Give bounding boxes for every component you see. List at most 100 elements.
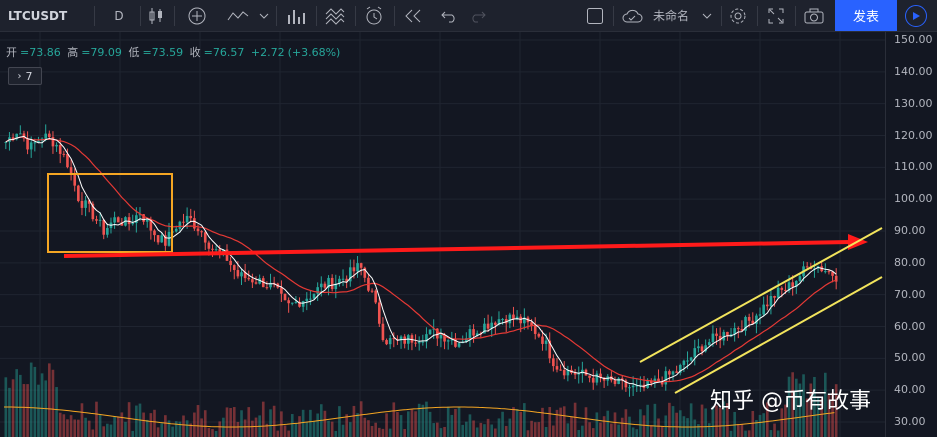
volume-bar — [287, 430, 290, 437]
volume-bar — [254, 417, 258, 437]
candle-body — [359, 263, 363, 268]
volume-bar — [628, 416, 631, 437]
volume-bar — [66, 419, 69, 437]
cloud-icon[interactable] — [620, 0, 644, 31]
volume-bar — [566, 423, 570, 437]
candle-body — [584, 369, 588, 376]
volume-bar — [577, 429, 581, 437]
volume-bar — [225, 407, 229, 437]
candle-body — [334, 283, 338, 290]
interval-button[interactable]: D — [114, 8, 124, 23]
candle-body — [588, 375, 591, 378]
candle-body — [617, 378, 620, 384]
candle-body — [356, 263, 359, 272]
price-tick-label: 150.00 — [894, 33, 933, 46]
candle-body — [399, 336, 403, 341]
volume-bar — [334, 430, 338, 437]
volume-bar — [149, 413, 153, 437]
candle-body — [319, 283, 323, 288]
candle-body — [251, 279, 254, 283]
redo-icon[interactable] — [466, 0, 490, 31]
volume-bar — [153, 409, 156, 437]
play-icon[interactable] — [905, 5, 927, 27]
indicator-templates-icon[interactable] — [322, 0, 348, 31]
add-indicator-icon[interactable] — [185, 0, 209, 31]
volume-bar — [236, 421, 240, 437]
candle-body — [102, 219, 106, 235]
compare-icon[interactable] — [225, 0, 251, 31]
volume-bar — [15, 369, 19, 437]
volume-bar — [283, 425, 287, 437]
financials-icon[interactable] — [283, 0, 309, 31]
volume-bar — [519, 411, 523, 437]
candle-body — [773, 296, 776, 298]
low-value: =73.59 — [142, 46, 184, 59]
candle-style-icon[interactable] — [145, 0, 167, 31]
volume-bar — [436, 422, 439, 437]
symbol-search[interactable]: LTCUSDT — [8, 8, 68, 23]
candle-body — [77, 185, 80, 201]
volume-bar — [646, 404, 649, 437]
candle-body — [762, 304, 765, 315]
price-tick-label: 90.00 — [894, 224, 926, 237]
volume-bar — [736, 423, 740, 437]
candle-body — [4, 141, 8, 143]
candle-body — [707, 342, 711, 346]
candle-body — [544, 340, 548, 344]
candle-body — [254, 282, 258, 284]
candle-body — [22, 133, 26, 139]
price-chart[interactable] — [0, 32, 890, 437]
candle-body — [555, 366, 559, 370]
volume-bar — [711, 406, 715, 437]
fullscreen-icon[interactable] — [764, 0, 788, 31]
volume-bar — [330, 421, 334, 437]
candle-body — [686, 360, 689, 362]
snapshot-camera-icon[interactable] — [802, 0, 826, 31]
price-tick-label: 70.00 — [894, 287, 926, 301]
select-layout-icon[interactable] — [583, 0, 607, 31]
indicator-toggle-button[interactable]: › 7 — [8, 67, 42, 85]
candle-body — [269, 282, 272, 288]
layout-name[interactable]: 未命名 — [652, 9, 689, 23]
chevron-down-icon[interactable] — [257, 0, 271, 31]
volume-bar — [755, 419, 758, 437]
candle-body — [805, 266, 809, 268]
candle-body — [95, 219, 98, 221]
candle-body — [167, 231, 171, 246]
volume-bar — [726, 403, 729, 437]
settings-gear-icon[interactable] — [726, 0, 750, 31]
candle-body — [668, 371, 671, 375]
toolbar-divider — [757, 6, 758, 26]
candle-body — [501, 319, 504, 321]
publish-button[interactable]: 发表 — [835, 0, 897, 31]
candle-body — [432, 328, 436, 330]
candle-body — [323, 283, 327, 288]
candle-body — [541, 336, 544, 344]
volume-bar — [631, 427, 635, 437]
volume-bar — [410, 409, 414, 437]
price-tick-label: 40.00 — [894, 383, 926, 397]
volume-bar — [189, 423, 193, 437]
volume-bar — [490, 424, 494, 437]
chevron-down-icon[interactable] — [700, 0, 714, 31]
candle-body — [385, 340, 388, 345]
volume-bar — [211, 428, 214, 437]
candle-body — [660, 381, 664, 385]
alert-clock-icon[interactable] — [361, 0, 387, 31]
candle-body — [258, 278, 261, 284]
volume-bar — [367, 420, 370, 437]
price-axis[interactable]: 150.00 140.00 130.00 120.00 110.00 100.00 90.0… — [885, 32, 937, 437]
candle-body — [37, 140, 40, 143]
volume-bar — [58, 412, 62, 437]
volume-bar — [48, 363, 51, 437]
candle-body — [704, 345, 707, 352]
candle-body — [591, 377, 595, 383]
candle-body — [73, 173, 77, 186]
candle-body — [831, 271, 834, 276]
candle-body — [523, 317, 526, 324]
undo-icon[interactable] — [437, 0, 461, 31]
volume-bar — [84, 417, 87, 437]
candle-body — [465, 338, 468, 342]
candle-body — [341, 278, 345, 280]
replay-icon[interactable] — [400, 0, 426, 31]
